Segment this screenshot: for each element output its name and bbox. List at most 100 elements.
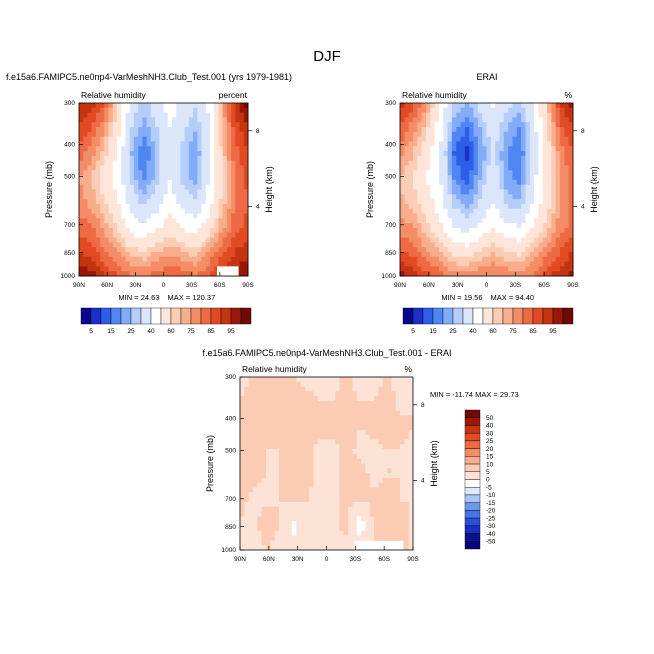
heatmap-cell [547,117,552,123]
heatmap-cell [278,492,284,498]
heatmap-cell [150,218,156,224]
heatmap-cell [464,107,470,114]
heatmap-cell [121,203,126,210]
heatmap-cell [283,482,288,488]
colorbar-swatch [210,307,222,325]
heatmap-cell [322,410,327,416]
heatmap-cell [330,429,336,436]
heatmap-cell [142,170,148,176]
heatmap-cell [382,511,388,517]
heatmap-cell [516,213,522,219]
heatmap-cell [287,511,293,517]
heatmap-cell [270,492,275,498]
heatmap-cell [486,203,492,210]
heatmap-cell [163,256,169,262]
heatmap-cell [133,213,139,219]
heatmap-cell [296,439,301,445]
heatmap-cell [499,199,505,205]
heatmap-cell [133,189,139,195]
heatmap-cell [283,444,288,450]
heatmap-cell [184,122,190,128]
heatmap-cell [309,501,314,508]
heatmap-cell [382,501,388,508]
heatmap-cell [291,425,297,431]
heatmap-cell [551,107,557,114]
heatmap-cell [369,434,375,440]
heatmap-cell [159,247,164,253]
heatmap-cell [443,242,448,248]
heatmap-cell [404,391,410,397]
heatmap-cell [361,386,366,392]
heatmap-cell [265,492,271,498]
heatmap-cell [218,237,224,243]
heatmap-cell [180,208,186,214]
heatmap-cell [163,131,169,138]
heatmap-cell [184,256,190,262]
heatmap-cell [304,530,310,536]
heatmap-cell [339,482,345,488]
heatmap-cell [568,170,574,176]
heatmap-cell [395,516,401,522]
heatmap-cell [112,112,118,118]
heatmap-cell [180,227,186,234]
heatmap-cell [304,468,310,474]
heatmap-cell [382,530,388,536]
heatmap-cell [171,107,177,114]
heatmap-cell [348,477,353,484]
heatmap-cell [265,545,271,551]
heatmap-cell [538,194,544,200]
heatmap-cell [201,218,207,224]
heatmap-cell [231,184,236,190]
heatmap-cell [412,112,418,118]
heatmap-cell [222,237,228,243]
heatmap-cell [408,530,414,536]
obs-panel-heading: ERAI [476,72,497,82]
colorbar-label: 85 [207,328,215,335]
heatmap-cell [184,199,190,205]
heatmap-cell [188,160,194,166]
heatmap-cell [560,141,565,147]
heatmap-cell [129,146,135,152]
heatmap-cell [226,160,232,166]
heatmap-cell [100,184,105,190]
heatmap-cell [283,540,288,546]
heatmap-cell [304,425,310,431]
heatmap-cell [495,127,500,133]
heatmap-cell [430,179,435,186]
heatmap-cell [108,122,114,128]
colorbar-swatch [464,525,481,534]
heatmap-cell [560,242,565,248]
heatmap-cell [438,237,444,243]
heatmap-cell [117,160,122,166]
heatmap-cell [226,117,232,123]
heatmap-cell [460,266,466,272]
heatmap-cell [79,131,84,138]
heatmap-cell [330,458,336,464]
heatmap-cell [313,511,319,517]
heatmap-cell [443,107,448,114]
heatmap-cell [296,391,301,397]
heatmap-cell [222,155,228,162]
heatmap-cell [343,506,349,512]
heatmap-cell [283,525,288,532]
heatmap-cell [291,516,297,522]
heatmap-cell [155,175,160,181]
heatmap-cell [469,155,474,162]
heatmap-cell [400,112,405,118]
heatmap-cell [568,213,574,219]
heatmap-cell [395,487,401,493]
heatmap-cell [117,247,122,253]
heatmap-cell [486,170,492,176]
plot-title: Relative humidity [81,90,146,100]
heatmap-cell [473,194,479,200]
heatmap-cell [180,107,186,114]
heatmap-cell [222,261,228,267]
heatmap-cell [129,261,135,267]
heatmap-cell [508,136,513,142]
heatmap-cell [108,170,114,176]
heatmap-cell [508,237,513,243]
heatmap-cell [322,449,327,455]
heatmap-cell [309,429,314,436]
heatmap-cell [555,170,561,176]
heatmap-cell [317,458,323,464]
